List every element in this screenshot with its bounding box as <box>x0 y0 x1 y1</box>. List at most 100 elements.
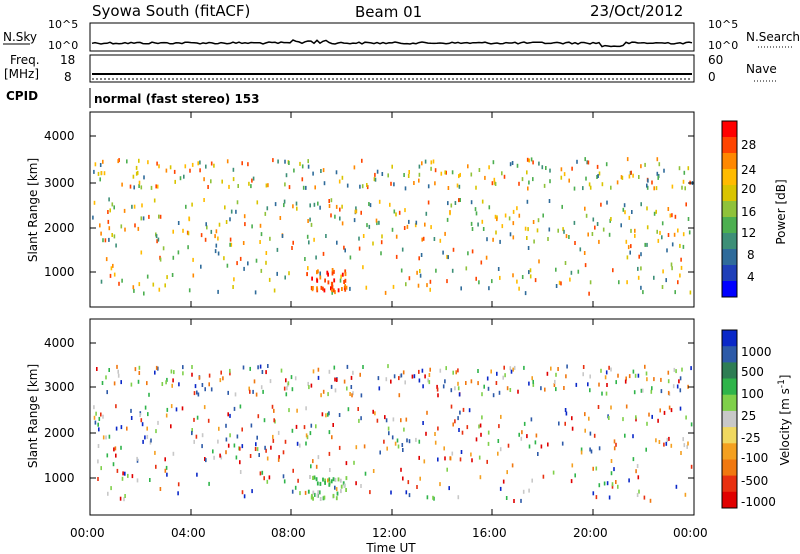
scatter-point <box>316 286 318 291</box>
scatter-point <box>544 387 546 392</box>
scatter-point <box>491 279 493 284</box>
scatter-point <box>249 454 252 458</box>
scatter-point <box>398 376 400 381</box>
scatter-point <box>445 366 447 371</box>
scatter-point <box>380 240 383 245</box>
scatter-point <box>460 450 463 454</box>
scatter-point <box>518 432 520 437</box>
scatter-point <box>671 242 674 247</box>
freq-tick-bottom: 8 <box>64 70 72 84</box>
scatter-point <box>220 370 222 375</box>
scatter-point <box>280 368 283 373</box>
scatter-point <box>93 169 95 174</box>
scatter-point <box>393 182 395 187</box>
scatter-point <box>319 271 321 276</box>
scatter-point <box>328 411 330 416</box>
scatter-point <box>313 237 315 242</box>
scatter-point <box>112 462 115 467</box>
scatter-point <box>217 439 219 444</box>
scatter-point <box>610 367 612 372</box>
scatter-point <box>377 376 380 381</box>
scatter-point <box>336 491 339 496</box>
scatter-point <box>133 288 135 293</box>
scatter-point <box>646 377 648 382</box>
scatter-point <box>358 246 361 251</box>
scatter-point <box>632 173 634 178</box>
scatter-point <box>422 384 424 389</box>
scatter-point <box>555 372 557 377</box>
scatter-point <box>210 387 213 392</box>
scatter-point <box>415 437 417 442</box>
scatter-point <box>214 234 216 239</box>
colorbar-swatch <box>722 169 737 186</box>
scatter-point <box>471 249 474 254</box>
scatter-point <box>478 168 481 172</box>
scatter-point <box>310 286 313 290</box>
scatter-point <box>161 382 164 386</box>
scatter-point <box>236 261 238 266</box>
scatter-point <box>283 203 285 208</box>
scatter-point <box>149 478 151 482</box>
scatter-point <box>104 238 107 243</box>
scatter-point <box>564 261 567 265</box>
velocity-cbar-tick: 500 <box>741 365 764 379</box>
scatter-point <box>592 466 594 471</box>
scatter-point <box>490 369 492 374</box>
scatter-point <box>226 263 229 268</box>
scatter-point <box>457 416 459 421</box>
scatter-point <box>325 234 327 238</box>
scatter-point <box>597 405 600 409</box>
scatter-point <box>513 499 515 503</box>
scatter-point <box>159 487 162 491</box>
scatter-point <box>447 255 449 260</box>
scatter-point <box>418 369 420 374</box>
scatter-point <box>372 409 374 414</box>
scatter-point <box>516 206 518 211</box>
scatter-point <box>480 432 482 437</box>
scatter-point <box>498 390 501 395</box>
scatter-point <box>573 220 576 225</box>
scatter-point <box>344 272 347 277</box>
scatter-point <box>552 470 555 475</box>
scatter-point <box>277 159 279 164</box>
scatter-point <box>111 233 113 237</box>
scatter-point <box>310 383 313 388</box>
scatter-point <box>215 243 218 248</box>
scatter-point <box>542 474 545 479</box>
scatter-point <box>512 367 514 372</box>
scatter-point <box>241 444 244 449</box>
scatter-point <box>313 202 316 207</box>
scatter-point <box>312 286 314 290</box>
scatter-point <box>532 160 534 165</box>
scatter-point <box>179 176 182 181</box>
power-cbar-tick: 28 <box>741 138 756 152</box>
noise-search-label: N.Search <box>746 30 800 44</box>
scatter-point <box>288 271 290 276</box>
scatter-point <box>142 439 144 444</box>
scatter-point <box>684 186 686 191</box>
scatter-point <box>122 471 124 476</box>
freq-label: Freq. <box>10 53 40 67</box>
scatter-point <box>507 443 510 448</box>
scatter-point <box>548 199 551 203</box>
scatter-point <box>210 161 213 166</box>
scatter-point <box>252 176 255 181</box>
scatter-point <box>97 422 99 427</box>
scatter-point <box>108 237 110 242</box>
scatter-point <box>537 218 540 223</box>
scatter-point <box>130 382 133 387</box>
scatter-point <box>419 269 421 273</box>
scatter-point <box>334 477 337 482</box>
scatter-point <box>330 286 332 291</box>
scatter-point <box>568 235 570 239</box>
scatter-point <box>495 230 497 235</box>
scatter-point <box>416 485 418 489</box>
scatter-point <box>116 364 118 369</box>
scatter-point <box>99 223 101 228</box>
scatter-point <box>158 214 160 219</box>
scatter-point <box>408 439 411 444</box>
scatter-point <box>448 486 450 491</box>
scatter-point <box>308 240 310 245</box>
scatter-point <box>487 441 490 446</box>
scatter-point <box>512 209 515 214</box>
